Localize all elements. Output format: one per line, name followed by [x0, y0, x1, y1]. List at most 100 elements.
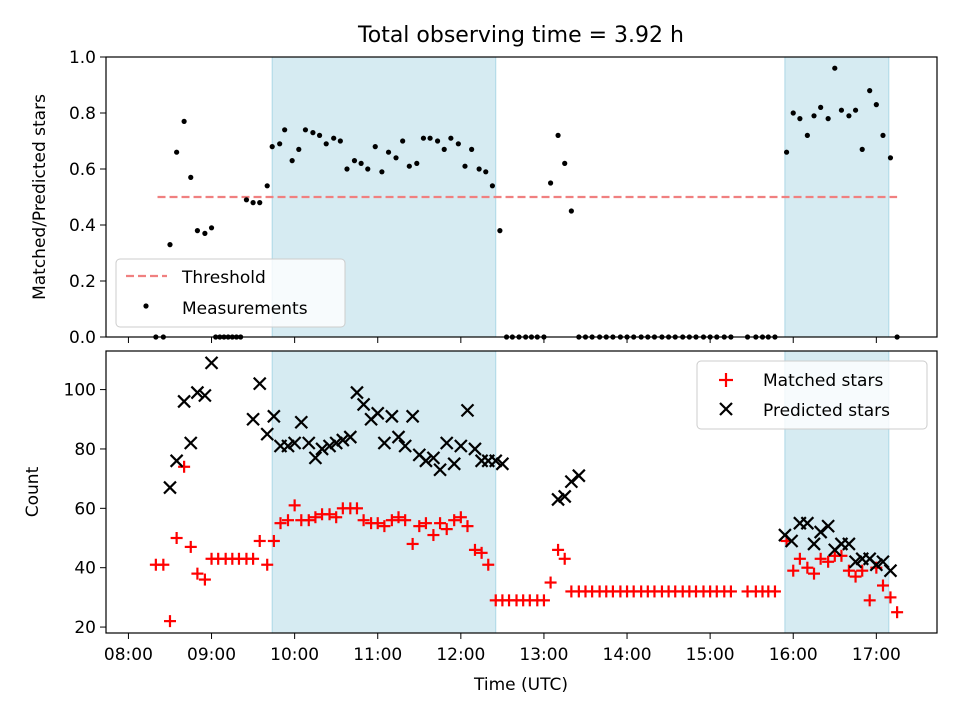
predicted-star-d2 — [800, 516, 815, 530]
predicted-star-d2 — [439, 436, 454, 450]
legend-predicted-swatch — [719, 402, 733, 416]
predicted-star-point — [281, 439, 295, 453]
predicted-star-d2 — [460, 403, 475, 418]
matched-star-point — [448, 514, 461, 527]
matched-star-point — [274, 517, 287, 530]
y-tick-label: 1.0 — [69, 48, 96, 68]
matched-star-point — [378, 520, 391, 533]
measurement-point — [811, 113, 817, 119]
measurement-point — [208, 225, 215, 231]
measurement-point — [385, 149, 392, 155]
measurement-point — [406, 163, 412, 169]
predicted-star-d2 — [398, 439, 412, 453]
predicted-star-d2 — [169, 454, 184, 468]
bottom-legend: Matched stars Predicted stars — [696, 360, 928, 430]
predicted-star-point — [391, 430, 406, 444]
matched-star-point — [558, 552, 571, 565]
measurement-point — [296, 146, 302, 152]
measurement-point — [323, 141, 329, 147]
matched-star-point — [468, 543, 481, 556]
predicted-star-d2 — [246, 412, 260, 427]
measurement-point — [188, 174, 194, 180]
predicted-star-point — [377, 436, 392, 450]
predicted-star-d2 — [468, 442, 482, 456]
predicted-star-d2 — [862, 552, 877, 566]
measurement-point — [310, 130, 316, 136]
predicted-star-d2 — [294, 415, 309, 430]
matched-star-point — [537, 594, 550, 607]
x-tick-label: 08:00 — [104, 645, 153, 665]
predicted-star-point — [551, 492, 565, 507]
measurement-point — [790, 110, 796, 116]
predicted-star-point — [784, 534, 799, 548]
predicted-star-point — [287, 436, 302, 450]
measurement-point — [400, 138, 406, 144]
matched-star-point — [198, 573, 211, 586]
predicted-star-d2 — [350, 385, 364, 400]
measurement-point — [825, 116, 831, 122]
matched-star-point — [357, 514, 370, 527]
predicted-star-d2 — [572, 468, 586, 483]
measurement-point — [414, 160, 420, 166]
matched-star-point — [385, 514, 398, 527]
matched-star-point — [835, 549, 848, 562]
predicted-star-point — [439, 436, 454, 450]
shaded-region — [271, 350, 497, 634]
measurement-point — [476, 166, 482, 172]
measurement-point — [372, 144, 378, 150]
predicted-star-point — [468, 442, 482, 456]
measurement-point — [257, 200, 263, 206]
matched-star-point — [724, 585, 737, 598]
predicted-star-d2 — [287, 436, 302, 450]
predicted-star-point — [419, 454, 433, 468]
predicted-star-point — [350, 385, 364, 400]
matched-star-point — [793, 552, 806, 565]
measurement-point — [181, 118, 187, 124]
matched-star-point — [371, 517, 384, 530]
predicted-star-d2 — [343, 430, 358, 444]
predicted-star-point — [336, 433, 350, 447]
matched-star-point — [288, 499, 301, 512]
predicted-star-d2 — [883, 563, 898, 578]
matched-star-point — [842, 564, 855, 577]
predicted-star-d2 — [281, 439, 295, 453]
x-tick-label: 12:00 — [436, 645, 485, 665]
matched-star-point — [350, 502, 363, 515]
measurement-point — [859, 146, 865, 152]
matched-star-point — [822, 555, 835, 568]
predicted-star-point — [848, 554, 863, 569]
matched-star-point — [191, 567, 204, 580]
predicted-star-point — [370, 406, 385, 421]
measurement-point — [434, 138, 441, 144]
predicted-star-point — [315, 442, 329, 456]
measurement-point — [289, 158, 295, 164]
predicted-star-point — [198, 388, 212, 403]
predicted-star-point — [488, 454, 503, 468]
measurement-point — [167, 242, 173, 248]
measurement-point — [555, 132, 561, 138]
matched-star-point — [544, 576, 557, 589]
predicted-star-d2 — [163, 480, 177, 495]
predicted-star-point — [343, 430, 358, 444]
measurement-point — [420, 135, 427, 141]
predicted-star-point — [557, 489, 572, 504]
predicted-star-point — [177, 394, 191, 409]
measurement-point — [838, 107, 845, 113]
predicted-star-d2 — [426, 451, 441, 465]
predicted-star-point — [204, 356, 219, 370]
predicted-star-point — [267, 409, 281, 424]
predicted-star-point — [869, 557, 884, 572]
measurement-point — [282, 127, 288, 133]
predicted-star-d2 — [551, 492, 565, 507]
predicted-star-point — [308, 451, 323, 465]
x-axis-label: Time (UTC) — [473, 675, 568, 695]
measurement-point — [783, 149, 790, 155]
predicted-star-d2 — [807, 537, 821, 551]
predicted-star-d2 — [336, 433, 350, 447]
predicted-star-d2 — [308, 451, 323, 465]
predicted-star-d2 — [876, 554, 890, 569]
bottom-panel: 20 40 60 80 100 08:00 09:00 10:00 11:00 12:00 13:… — [23, 350, 938, 695]
predicted-star-point — [398, 439, 412, 453]
matched-star-point — [406, 537, 419, 550]
